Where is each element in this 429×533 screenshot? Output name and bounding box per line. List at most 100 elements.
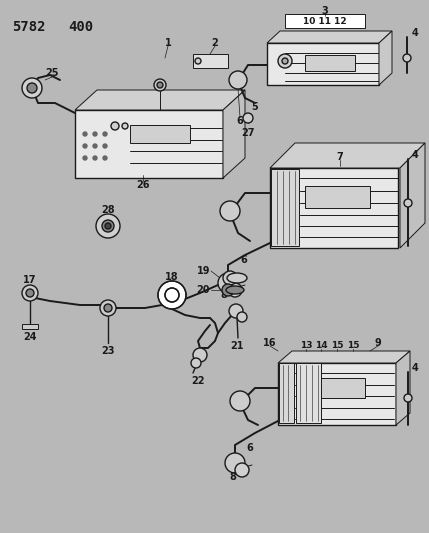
Text: 19: 19 — [196, 266, 210, 276]
Text: 4: 4 — [411, 150, 418, 160]
Circle shape — [102, 220, 114, 232]
Circle shape — [83, 132, 87, 136]
Circle shape — [158, 281, 186, 309]
Text: 20: 20 — [196, 285, 210, 295]
Circle shape — [104, 304, 112, 312]
Text: 7: 7 — [337, 152, 343, 162]
Text: 16: 16 — [263, 338, 277, 348]
Ellipse shape — [226, 286, 244, 294]
Circle shape — [223, 271, 237, 285]
Bar — [193, 54, 228, 68]
Text: 18: 18 — [165, 272, 179, 282]
Text: 22: 22 — [191, 376, 205, 386]
Circle shape — [26, 289, 34, 297]
Circle shape — [27, 83, 37, 93]
Circle shape — [228, 283, 242, 297]
Circle shape — [103, 132, 107, 136]
Bar — [22, 324, 38, 329]
Circle shape — [83, 156, 87, 160]
Bar — [279, 363, 294, 423]
Bar — [305, 55, 355, 71]
Text: 8: 8 — [230, 472, 236, 482]
Text: 27: 27 — [241, 128, 255, 138]
Circle shape — [243, 113, 253, 123]
Circle shape — [93, 156, 97, 160]
Polygon shape — [223, 90, 245, 178]
Circle shape — [191, 358, 201, 368]
Text: 23: 23 — [101, 346, 115, 356]
Circle shape — [218, 273, 238, 293]
Circle shape — [122, 123, 128, 129]
Polygon shape — [400, 143, 425, 248]
Circle shape — [278, 54, 292, 68]
Text: 15: 15 — [347, 342, 359, 351]
Circle shape — [237, 312, 247, 322]
Circle shape — [282, 58, 288, 64]
Text: 15: 15 — [331, 342, 343, 351]
Text: 26: 26 — [136, 180, 150, 190]
Ellipse shape — [227, 273, 247, 283]
Polygon shape — [267, 31, 392, 43]
Text: 9: 9 — [375, 338, 381, 348]
Bar — [285, 14, 365, 28]
Text: 21: 21 — [230, 341, 244, 351]
Bar — [270, 168, 398, 248]
Text: 6: 6 — [237, 116, 243, 126]
Circle shape — [22, 285, 38, 301]
Text: 1: 1 — [165, 38, 171, 48]
Circle shape — [93, 144, 97, 148]
Circle shape — [404, 199, 412, 207]
Circle shape — [103, 156, 107, 160]
Text: 14: 14 — [315, 342, 327, 351]
Text: 13: 13 — [300, 342, 312, 351]
Bar — [296, 363, 321, 423]
Circle shape — [22, 78, 42, 98]
Text: 2: 2 — [211, 38, 218, 48]
Polygon shape — [379, 31, 392, 85]
Circle shape — [103, 144, 107, 148]
Circle shape — [83, 144, 87, 148]
Polygon shape — [270, 143, 425, 168]
Text: 17: 17 — [23, 275, 37, 285]
Text: 10 11 12: 10 11 12 — [303, 17, 347, 26]
Circle shape — [230, 391, 250, 411]
Text: 4: 4 — [411, 28, 418, 38]
Circle shape — [404, 394, 412, 402]
Polygon shape — [396, 351, 410, 425]
Circle shape — [111, 122, 119, 130]
Circle shape — [157, 82, 163, 88]
Bar — [130, 125, 190, 143]
Circle shape — [96, 214, 120, 238]
Circle shape — [403, 54, 411, 62]
Circle shape — [165, 288, 179, 302]
Text: 3: 3 — [322, 6, 328, 16]
Text: 8: 8 — [221, 290, 227, 300]
Circle shape — [93, 132, 97, 136]
Circle shape — [105, 223, 111, 229]
Circle shape — [222, 284, 234, 296]
Text: 25: 25 — [45, 68, 59, 78]
Circle shape — [235, 463, 249, 477]
Text: 6: 6 — [247, 443, 254, 453]
Bar — [300, 378, 365, 398]
Circle shape — [220, 201, 240, 221]
Bar — [278, 363, 396, 425]
Polygon shape — [75, 90, 245, 110]
Bar — [75, 110, 223, 178]
Circle shape — [154, 79, 166, 91]
Text: 24: 24 — [23, 332, 37, 342]
Circle shape — [229, 71, 247, 89]
Circle shape — [193, 348, 207, 362]
Text: 400: 400 — [68, 20, 93, 34]
Bar — [271, 169, 299, 246]
Text: 4: 4 — [411, 363, 418, 373]
Bar — [305, 186, 370, 208]
Text: 28: 28 — [101, 205, 115, 215]
Text: 5782: 5782 — [12, 20, 45, 34]
Text: 5: 5 — [252, 102, 258, 112]
Bar — [267, 43, 379, 85]
Text: 6: 6 — [241, 255, 248, 265]
Circle shape — [195, 58, 201, 64]
Circle shape — [100, 300, 116, 316]
Polygon shape — [278, 351, 410, 363]
